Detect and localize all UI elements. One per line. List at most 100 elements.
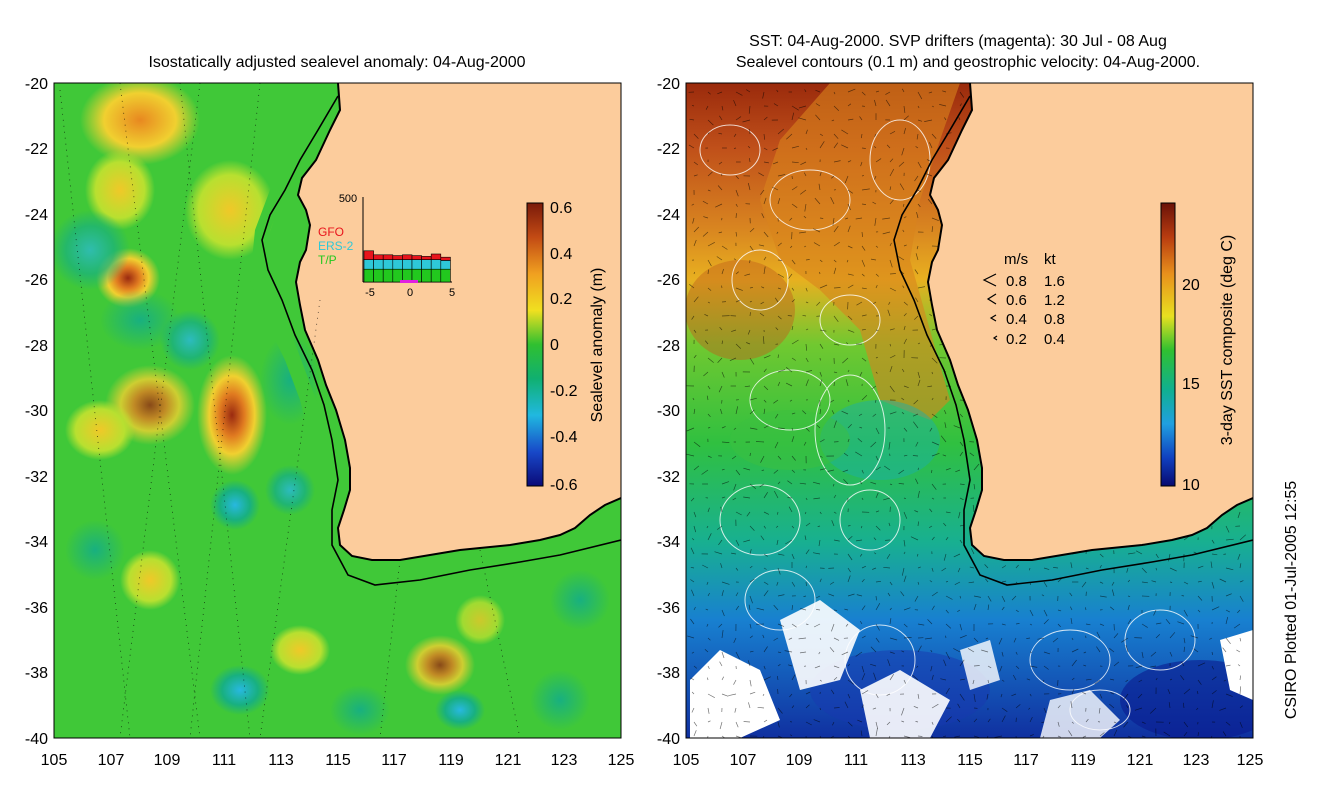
velocity-arrow — [967, 648, 975, 653]
velocity-arrow — [861, 245, 866, 251]
velocity-arrow — [1041, 721, 1045, 723]
velocity-arrow — [1141, 735, 1146, 738]
velocity-arrow — [859, 426, 863, 429]
velocity-arrow — [819, 511, 822, 515]
velocity-arrow — [819, 735, 822, 738]
velocity-arrow — [889, 343, 892, 347]
sla-colorbar-tick: 0 — [550, 337, 559, 354]
velocity-arrow — [857, 719, 863, 723]
velocity-arrow — [898, 469, 905, 475]
velocity-arrow — [931, 703, 939, 709]
velocity-arrow — [954, 581, 961, 586]
velocity-arrow — [931, 371, 933, 375]
velocity-arrow — [1239, 580, 1244, 583]
velocity-arrow — [804, 203, 807, 212]
velocity-arrow — [1121, 637, 1129, 643]
velocity-arrow — [702, 564, 709, 569]
velocity-arrow — [987, 595, 992, 602]
velocity-arrow — [842, 357, 849, 364]
velocity-arrow — [1043, 619, 1049, 625]
velocity-arrow — [931, 413, 938, 418]
velocity-arrow — [743, 496, 751, 499]
velocity-arrow — [805, 370, 813, 373]
velocity-arrow — [773, 103, 779, 107]
velocity-arrow — [859, 481, 863, 485]
velocity-arrow — [1029, 623, 1033, 626]
velocity-arrow — [756, 607, 765, 611]
velocity-arrow — [1225, 616, 1229, 625]
velocity-arrow — [889, 607, 892, 611]
velocity-arrow — [841, 410, 849, 415]
velocity-arrow — [869, 663, 877, 667]
right-lon-tick: 113 — [900, 752, 926, 769]
velocity-arrow — [917, 566, 921, 569]
velocity-arrow — [886, 553, 891, 559]
velocity-arrow — [704, 648, 709, 653]
velocity-arrow — [917, 490, 920, 499]
velocity-arrow — [875, 356, 878, 359]
sla-colorbar-tick: 0.4 — [550, 246, 572, 263]
velocity-arrow — [828, 593, 835, 597]
velocity-arrow — [945, 687, 950, 695]
velocity-arrow — [903, 427, 908, 432]
velocity-arrow — [788, 506, 793, 513]
velocity-arrow — [690, 497, 695, 502]
velocity-arrow — [814, 197, 821, 205]
velocity-arrow — [691, 707, 695, 713]
velocity-arrow — [929, 142, 933, 149]
velocity-arrow — [1239, 534, 1247, 541]
velocity-arrow — [749, 650, 754, 653]
velocity-arrow — [888, 441, 891, 450]
velocity-arrow — [847, 329, 855, 333]
velocity-arrow — [707, 735, 709, 738]
velocity-arrow — [931, 567, 934, 572]
velocity-arrow — [913, 421, 919, 429]
velocity-arrow — [1138, 679, 1143, 683]
velocity-arrow — [691, 538, 695, 541]
velocity-arrow — [903, 511, 908, 519]
velocity-arrow — [791, 623, 797, 628]
velocity-arrow — [973, 718, 978, 723]
velocity-arrow — [861, 565, 867, 569]
velocity-arrow — [883, 497, 891, 501]
sst-colorbar-gradient — [1160, 202, 1176, 487]
velocity-arrow — [749, 397, 757, 401]
velocity-arrow — [901, 397, 905, 401]
velocity-arrow — [903, 539, 906, 547]
velocity-arrow — [1163, 731, 1171, 737]
velocity-arrow — [720, 408, 723, 415]
velocity-arrow — [762, 735, 765, 738]
velocity-arrow — [887, 592, 891, 597]
velocity-arrow — [986, 693, 989, 700]
velocity-arrow — [847, 438, 850, 443]
velocity-arrow — [917, 735, 923, 737]
velocity-arrow — [692, 217, 695, 224]
velocity-arrow — [959, 451, 963, 457]
velocity-arrow — [693, 730, 697, 737]
velocity-arrow — [721, 173, 723, 177]
velocity-arrow — [791, 325, 794, 331]
velocity-arrow — [833, 665, 840, 669]
velocity-arrow — [763, 719, 768, 723]
velocity-arrow — [735, 567, 739, 571]
velocity-arrow — [800, 608, 807, 611]
velocity-arrow — [916, 553, 919, 557]
velocity-arrow — [886, 144, 891, 149]
velocity-arrow — [1225, 567, 1234, 571]
velocity-arrow — [749, 549, 752, 555]
velocity-arrow — [957, 609, 961, 612]
velocity-arrow — [830, 399, 835, 403]
velocity-arrow — [816, 609, 821, 611]
velocity-arrow — [702, 200, 709, 205]
velocity-arrow — [776, 675, 779, 681]
inset-bar-ers — [430, 259, 442, 270]
velocity-arrow — [847, 203, 851, 211]
velocity-arrow — [832, 721, 835, 726]
velocity-arrow — [1211, 665, 1214, 670]
velocity-arrow — [1165, 618, 1171, 625]
velocity-arrow — [789, 217, 793, 221]
left-map-frame — [53, 82, 622, 739]
velocity-arrow — [791, 112, 795, 121]
velocity-arrow — [717, 91, 723, 95]
velocity-arrow — [999, 665, 1003, 672]
